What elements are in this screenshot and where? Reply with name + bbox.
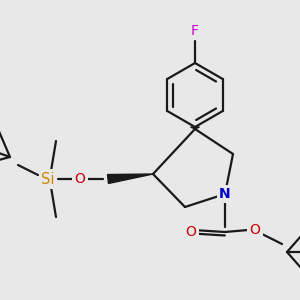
Text: O: O [75,172,86,186]
Text: O: O [186,225,196,239]
Polygon shape [107,174,153,184]
Polygon shape [190,127,200,129]
Text: F: F [191,24,199,38]
Text: Si: Si [41,172,55,187]
Text: O: O [250,223,260,237]
Text: N: N [219,187,231,201]
